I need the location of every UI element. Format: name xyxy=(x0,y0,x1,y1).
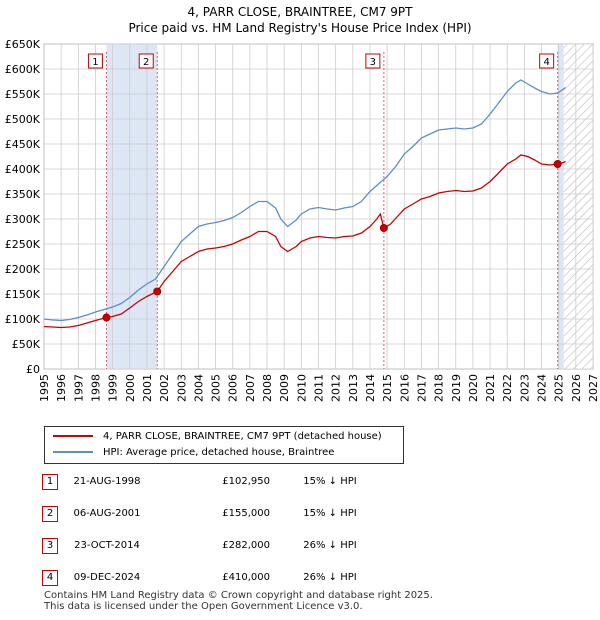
sale-price: £282,000 xyxy=(222,540,270,551)
x-tick-label: 2023 xyxy=(518,374,531,402)
x-tick-label: 1999 xyxy=(107,374,120,402)
x-tick-label: 1996 xyxy=(55,374,68,402)
x-tick-label: 2014 xyxy=(364,374,377,402)
y-tick-label: £400K xyxy=(5,163,41,176)
x-tick-label: 1995 xyxy=(38,374,51,402)
x-tick-label: 2011 xyxy=(313,374,326,402)
legend-label-hpi: HPI: Average price, detached house, Brai… xyxy=(103,447,335,458)
sale-label-box xyxy=(365,53,381,69)
sale-number-badge: 1 xyxy=(42,474,58,490)
x-tick-label: 2007 xyxy=(244,374,257,402)
x-tick-label: 2022 xyxy=(501,374,514,402)
table-row: 4 09-DEC-2024 £410,000 26% ↓ HPI xyxy=(0,568,600,588)
x-tick-label: 2010 xyxy=(295,374,308,402)
sale-number-badge: 4 xyxy=(42,570,58,586)
legend-item-hpi: HPI: Average price, detached house, Brai… xyxy=(53,445,334,461)
hpi-line xyxy=(43,79,566,322)
sale-label-box xyxy=(539,53,555,69)
y-tick-label: £650K xyxy=(5,38,41,51)
sale-label-box xyxy=(138,53,154,69)
x-tick-label: 2008 xyxy=(261,374,274,402)
x-tick-label: 2021 xyxy=(484,374,497,402)
x-tick-label: 2020 xyxy=(467,374,480,402)
chart-title: 4, PARR CLOSE, BRAINTREE, CM7 9PT Price … xyxy=(0,4,600,36)
x-tick-label: 2016 xyxy=(398,374,411,402)
sale-number-badge: 2 xyxy=(42,506,58,522)
x-tick-label: 2019 xyxy=(450,374,463,402)
sale-label-box xyxy=(87,53,103,69)
x-tick-label: 2004 xyxy=(192,374,205,402)
sale-point xyxy=(102,313,111,322)
y-tick-label: £200K xyxy=(5,263,41,276)
sale-point xyxy=(553,160,562,168)
x-tick-label: 2005 xyxy=(210,374,223,402)
y-tick-label: £250K xyxy=(5,238,41,251)
sale-point xyxy=(379,224,388,232)
y-tick-label: £600K xyxy=(5,63,41,76)
chart-main-title: 4, PARR CLOSE, BRAINTREE, CM7 9PT xyxy=(187,5,413,19)
footer-line-licence: This data is licensed under the Open Gov… xyxy=(44,601,363,612)
sale-label-number: 2 xyxy=(143,57,149,68)
price-chart: £0 £50K £100K £150K £200K £250K £300K £350K £400… xyxy=(5,38,600,402)
sale-hpi-diff: 26% ↓ HPI xyxy=(303,540,357,551)
y-tick-label: £500K xyxy=(5,113,41,126)
sale-period-band xyxy=(106,44,158,369)
legend-label-property: 4, PARR CLOSE, BRAINTREE, CM7 9PT (detac… xyxy=(103,431,382,442)
y-tick-label: £350K xyxy=(5,188,41,201)
x-tick-label: 2006 xyxy=(227,374,240,402)
sale-price: £155,000 xyxy=(222,508,270,519)
x-tick-label: 2000 xyxy=(124,374,137,402)
x-tick-label: 2002 xyxy=(158,374,171,402)
sale-date: 21-AUG-1998 xyxy=(73,476,141,487)
legend-swatch-hpi xyxy=(53,451,93,453)
footer-line-copyright: Contains HM Land Registry data © Crown c… xyxy=(44,590,433,601)
x-tick-label: 2027 xyxy=(587,374,600,402)
legend: 4, PARR CLOSE, BRAINTREE, CM7 9PT (detac… xyxy=(44,426,404,464)
x-tick-label: 2024 xyxy=(536,374,549,402)
y-tick-label: £450K xyxy=(5,138,41,151)
x-tick-label: 2025 xyxy=(553,374,566,402)
x-tick-label: 2017 xyxy=(415,374,428,402)
sale-date: 09-DEC-2024 xyxy=(73,572,141,583)
sale-date: 06-AUG-2001 xyxy=(73,508,141,519)
sale-label-number: 4 xyxy=(543,57,549,68)
sale-price: £410,000 xyxy=(222,572,270,583)
table-row: 1 21-AUG-1998 £102,950 15% ↓ HPI xyxy=(0,472,600,492)
x-tick-label: 2003 xyxy=(175,374,188,402)
x-tick-label: 2012 xyxy=(330,374,343,402)
sale-hpi-diff: 15% ↓ HPI xyxy=(303,476,357,487)
x-tick-label: 1997 xyxy=(72,374,85,402)
table-row: 3 23-OCT-2014 £282,000 26% ↓ HPI xyxy=(0,536,600,556)
chart-subtitle: Price paid vs. HM Land Registry's House … xyxy=(128,21,472,35)
sale-date: 23-OCT-2014 xyxy=(74,540,140,551)
x-tick-label: 2026 xyxy=(570,374,583,402)
sale-number-badge: 3 xyxy=(42,538,58,554)
y-tick-label: £50K xyxy=(12,338,41,351)
y-tick-label: £300K xyxy=(5,213,41,226)
legend-swatch-property xyxy=(53,435,93,437)
future-hatch-region xyxy=(563,44,593,369)
y-tick-label: £550K xyxy=(5,88,41,101)
y-tick-label: £150K xyxy=(5,288,41,301)
y-tick-label: £0 xyxy=(26,363,40,376)
sale-hpi-diff: 26% ↓ HPI xyxy=(303,572,357,583)
sale-price: £102,950 xyxy=(222,476,270,487)
sale-label-number: 3 xyxy=(370,57,376,68)
x-tick-label: 2009 xyxy=(278,374,291,402)
legend-item-property: 4, PARR CLOSE, BRAINTREE, CM7 9PT (detac… xyxy=(53,429,382,445)
x-tick-label: 2015 xyxy=(381,374,394,402)
x-tick-label: 2018 xyxy=(433,374,446,402)
x-tick-label: 2001 xyxy=(141,374,154,402)
sale-point xyxy=(153,287,162,296)
table-row: 2 06-AUG-2001 £155,000 15% ↓ HPI xyxy=(0,504,600,524)
y-tick-label: £100K xyxy=(5,313,41,326)
sale-hpi-diff: 15% ↓ HPI xyxy=(303,508,357,519)
sale-label-number: 1 xyxy=(92,57,98,68)
x-tick-label: 1998 xyxy=(89,374,102,402)
footer-attribution: Contains HM Land Registry data © Crown c… xyxy=(44,590,433,612)
property-price-line xyxy=(43,154,566,329)
sale-period-band xyxy=(557,44,564,369)
x-tick-label: 2013 xyxy=(347,374,360,402)
